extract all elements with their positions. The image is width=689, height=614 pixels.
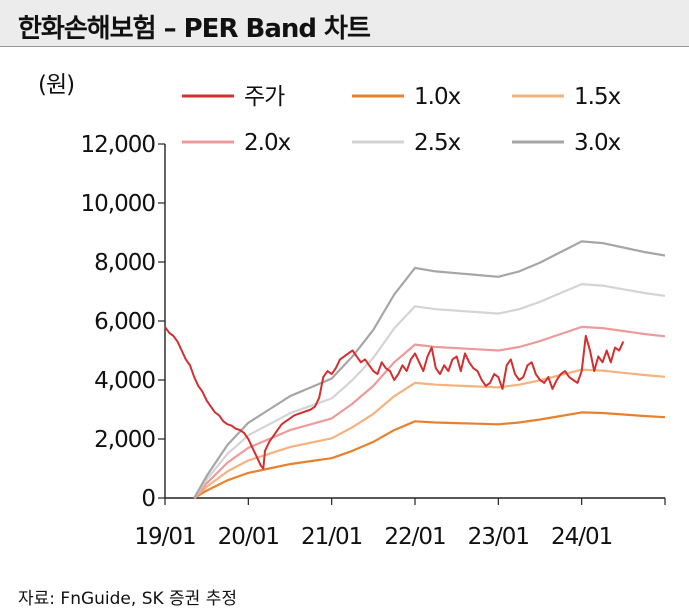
y-tick-label: 4,000	[94, 368, 155, 394]
source-note: 자료: FnGuide, SK 증권 추정	[18, 589, 237, 609]
band-line-2.5x	[193, 283, 666, 499]
title-bar: 한화손해보험 – PER Band 차트	[0, 0, 689, 47]
price-line	[164, 326, 625, 470]
x-tick-label: 22/01	[384, 524, 445, 550]
legend-label-3.0x: 3.0x	[574, 130, 621, 156]
legend-label-주가: 주가	[244, 84, 285, 110]
band-line-3.0x	[193, 240, 666, 499]
x-tick-label: 21/01	[301, 524, 362, 550]
legend-label-1.0x: 1.0x	[414, 84, 461, 110]
y-tick-label: 0	[141, 486, 155, 512]
y-axis-label: (원)	[38, 72, 74, 98]
legend-label-2.5x: 2.5x	[414, 130, 461, 156]
y-tick-label: 8,000	[94, 250, 155, 276]
x-tick-label: 23/01	[468, 524, 529, 550]
chart-title: 한화손해보험 – PER Band 차트	[18, 14, 371, 44]
y-tick-label: 12,000	[81, 132, 156, 158]
legend-label-1.5x: 1.5x	[574, 84, 621, 110]
band-line-1.5x	[193, 368, 666, 499]
x-tick-label: 20/01	[218, 524, 279, 550]
legend-label-2.0x: 2.0x	[244, 130, 291, 156]
x-tick-label: 24/01	[551, 524, 612, 550]
y-tick-label: 6,000	[94, 309, 155, 335]
band-line-1.0x	[193, 411, 666, 499]
y-tick-label: 10,000	[81, 191, 156, 217]
band-line-2.0x	[193, 325, 666, 499]
x-tick-label: 19/01	[134, 524, 195, 550]
per-band-chart: 0 2,000 4,000 6,000 8,000 10,000 12,000 19/01 20…	[38, 72, 666, 550]
y-tick-label: 2,000	[94, 427, 155, 453]
